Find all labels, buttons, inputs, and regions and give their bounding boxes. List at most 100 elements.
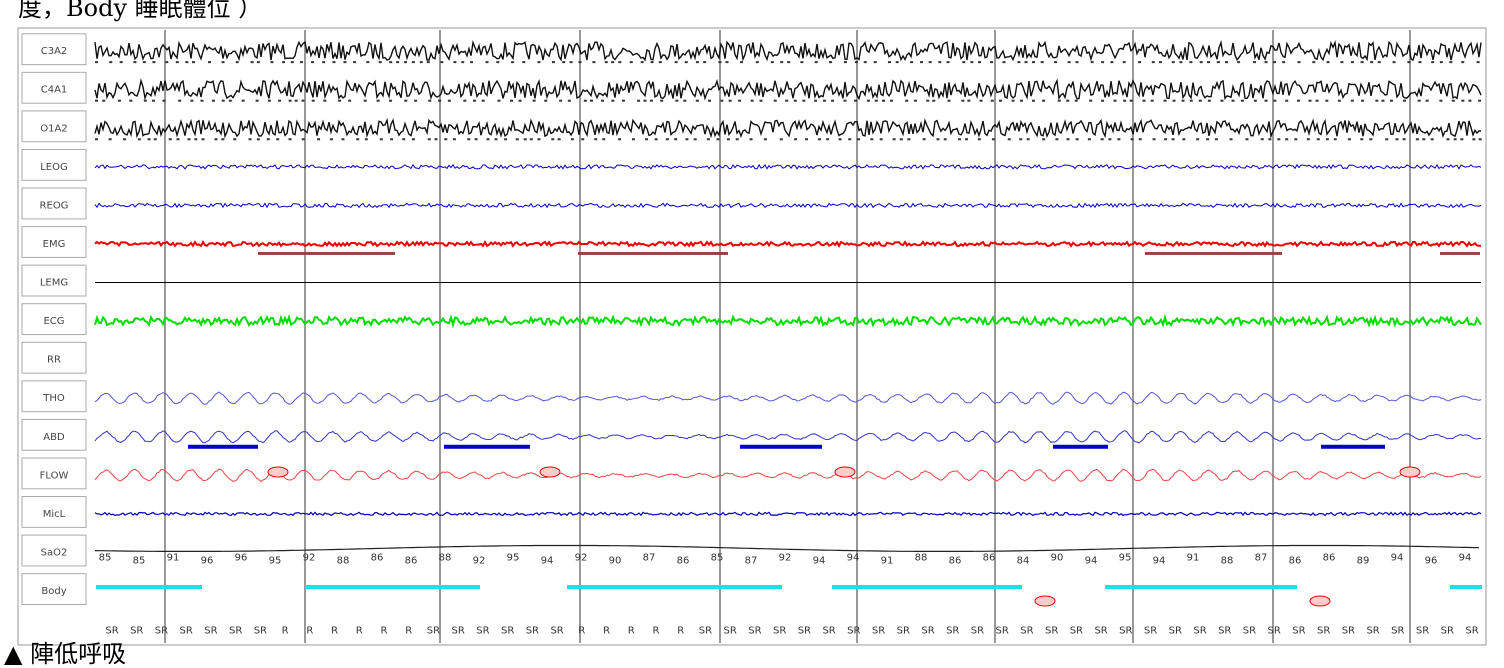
- spindle-mark: [1402, 99, 1406, 102]
- spindle-mark: [1449, 61, 1453, 64]
- spindle-mark: [1158, 61, 1162, 64]
- spindle-mark: [434, 138, 438, 141]
- spindle-mark: [1350, 99, 1354, 102]
- spindle-mark: [402, 138, 406, 141]
- spindle-mark: [537, 61, 541, 64]
- spindle-mark: [570, 138, 574, 141]
- spindle-mark: [589, 99, 593, 102]
- spindle-mark: [718, 61, 722, 64]
- spindle-mark: [1315, 99, 1319, 102]
- spindle-mark: [1108, 138, 1112, 141]
- spindle-mark: [119, 61, 123, 64]
- spindle-mark: [1370, 61, 1374, 64]
- spindle-mark: [1074, 99, 1078, 102]
- body-position: R: [405, 626, 412, 637]
- body-position: SR: [1094, 626, 1107, 637]
- spindle-mark: [1472, 138, 1476, 141]
- spindle-mark: [804, 138, 808, 141]
- spindle-mark: [187, 138, 191, 141]
- body-position: SR: [921, 626, 934, 637]
- spindle-mark: [1237, 61, 1241, 64]
- spindle-mark: [887, 61, 891, 64]
- body-position: SR: [1119, 626, 1132, 637]
- spindle-mark: [1350, 61, 1354, 64]
- spindle-mark: [1163, 99, 1167, 102]
- spindle-mark: [389, 99, 393, 102]
- spindle-mark: [1446, 138, 1450, 141]
- spindle-mark: [899, 138, 903, 141]
- spindle-mark: [618, 138, 622, 141]
- spindle-mark: [1206, 61, 1210, 64]
- spindle-mark: [716, 138, 720, 141]
- sao2-value: 86: [949, 555, 962, 566]
- spindle-mark: [631, 138, 635, 141]
- spindle-mark: [961, 99, 965, 102]
- channel-label: FLOW: [40, 470, 69, 481]
- spindle-mark: [241, 99, 245, 102]
- body-position: SR: [1070, 626, 1083, 637]
- spindle-mark: [1252, 61, 1256, 64]
- spindle-mark: [794, 138, 798, 141]
- spindle-mark: [1325, 138, 1329, 141]
- spindle-mark: [946, 61, 950, 64]
- channel-label: THO: [42, 393, 65, 404]
- spindle-mark: [881, 99, 885, 102]
- spindle-mark: [1245, 138, 1249, 141]
- body-position: SR: [105, 626, 118, 637]
- body-position: SR: [1292, 626, 1305, 637]
- footer-text: ▲ 陣低呼吸: [4, 640, 126, 668]
- spindle-mark: [185, 61, 189, 64]
- spindle-mark: [557, 138, 561, 141]
- spindle-mark: [411, 61, 415, 64]
- spindle-mark: [1196, 138, 1200, 141]
- spindle-mark: [683, 99, 687, 102]
- spindle-mark: [411, 138, 415, 141]
- spindle-mark: [1377, 61, 1381, 64]
- spindle-mark: [162, 99, 166, 102]
- spindle-mark: [353, 61, 357, 64]
- spindle-mark: [583, 99, 587, 102]
- body-position: SR: [1342, 626, 1355, 637]
- spindle-mark: [873, 61, 877, 64]
- spindle-mark: [913, 99, 917, 102]
- spindle-mark: [467, 138, 471, 141]
- spindle-mark: [1053, 61, 1057, 64]
- spindle-mark: [153, 138, 157, 141]
- sao2-value: 90: [609, 555, 622, 566]
- spindle-mark: [301, 138, 305, 141]
- spindle-mark: [270, 61, 274, 64]
- event-marker: [1399, 466, 1421, 478]
- sao2-value: 95: [507, 552, 520, 563]
- spindle-mark: [266, 138, 270, 141]
- spindle-mark: [379, 138, 383, 141]
- spindle-mark: [1460, 138, 1464, 141]
- body-position: SR: [1465, 626, 1478, 637]
- spindle-mark: [481, 99, 485, 102]
- spindle-mark: [759, 99, 763, 102]
- spindle-mark: [1229, 138, 1233, 141]
- spindle-mark: [965, 138, 969, 141]
- spindle-mark: [750, 99, 754, 102]
- body-position: SR: [427, 626, 440, 637]
- spindle-mark: [611, 61, 615, 64]
- spindle-mark: [814, 99, 818, 102]
- spindle-mark: [1199, 61, 1203, 64]
- spindle-mark: [962, 61, 966, 64]
- spindle-mark: [389, 61, 393, 64]
- sao2-value: 87: [745, 555, 758, 566]
- spindle-mark: [378, 61, 382, 64]
- sao2-value: 94: [541, 555, 554, 566]
- spindle-mark: [826, 138, 830, 141]
- emg-bar: [258, 251, 395, 255]
- spindle-mark: [1340, 61, 1344, 64]
- spindle-mark: [749, 138, 753, 141]
- spindle-mark: [221, 99, 225, 102]
- spindle-mark: [1347, 138, 1351, 141]
- event-bar: [444, 444, 530, 449]
- spindle-mark: [1392, 61, 1396, 64]
- sao2-value: 91: [1187, 552, 1200, 563]
- body-position: R: [306, 626, 313, 637]
- sao2-value: 92: [575, 552, 588, 563]
- spindle-mark: [1138, 138, 1142, 141]
- spindle-mark: [569, 61, 573, 64]
